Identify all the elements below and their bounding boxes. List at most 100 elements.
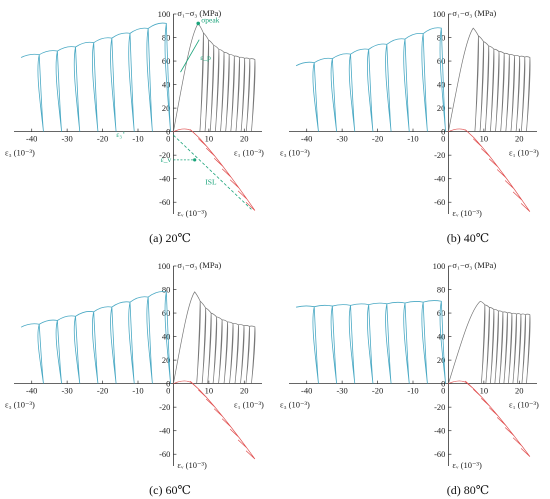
epsilon-v-label: ε_v: [161, 155, 172, 164]
y-tick-label: -40: [434, 426, 445, 436]
y-tick-label: -40: [159, 174, 170, 184]
x-tick-label: -40: [301, 386, 312, 396]
y-tick-label: 100: [433, 261, 446, 271]
y-tick-label: -20: [434, 150, 445, 160]
x-tick-label: -40: [26, 134, 37, 144]
epsilon3-label: ε₃: [116, 130, 122, 139]
y-tick-label: 20: [437, 355, 446, 365]
y-tick-label: 40: [437, 80, 446, 90]
lateral-strain-curve: [295, 27, 446, 132]
origin-label: 0: [166, 386, 170, 396]
epsilon-p-label: ε_p: [200, 53, 211, 62]
axial-strain-curve: [173, 291, 256, 384]
y-tick-label: -20: [159, 150, 170, 160]
x-tick-label: 20: [515, 134, 524, 144]
y-tick-label: -40: [159, 426, 170, 436]
x-tick-label: -10: [407, 386, 418, 396]
y-tick-label: 100: [158, 9, 171, 19]
x-tick-label: 10: [480, 134, 489, 144]
y-tick-label: 80: [437, 285, 446, 295]
caption-40c: (b) 40℃: [446, 231, 490, 245]
origin-label: 0: [166, 134, 170, 144]
isl-label: ISL: [205, 178, 217, 187]
y-tick-label: -20: [159, 402, 170, 412]
chart-svg-80c: -40 -30 -20 -10 10 20100806040200-20-40-600σ₁…: [280, 260, 539, 470]
axial-strain-curve: [448, 300, 531, 384]
x-tick-label: -30: [61, 386, 72, 396]
x-tick-label: -20: [97, 134, 108, 144]
y-tick-label: 0: [441, 127, 445, 137]
y-tick-label: -60: [159, 197, 170, 207]
x-axis-right-title: ε₁ (10⁻³): [234, 148, 264, 158]
lateral-strain-curve: [20, 291, 171, 384]
peak-point: [196, 21, 201, 26]
origin-label: 0: [441, 134, 445, 144]
x-axis-left-title: ε₃ (10⁻³): [5, 148, 35, 158]
caption-80c: (d) 80℃: [446, 483, 490, 497]
caption-60c: (c) 60℃: [149, 483, 191, 497]
y-tick-label: 20: [162, 103, 171, 113]
y-tick-label: 60: [162, 308, 171, 318]
y-axis-top-title: σ₁−σ₃ (MPa): [177, 8, 221, 18]
y-tick-label: 60: [162, 56, 171, 66]
y-tick-label: 20: [162, 355, 171, 365]
x-axis-right-title: ε₁ (10⁻³): [234, 400, 264, 410]
x-tick-label: -20: [372, 134, 383, 144]
y-tick-label: 0: [166, 127, 170, 137]
x-tick-label: 20: [240, 134, 249, 144]
x-tick-label: -20: [372, 386, 383, 396]
lateral-strain-curve: [20, 22, 171, 132]
y-tick-label: 60: [437, 308, 446, 318]
lateral-strain-curve: [295, 300, 446, 384]
y-tick-label: 40: [162, 80, 171, 90]
chart-panel-80c: -40 -30 -20 -10 10 20 100 80 60 40 20 0 -20 -40 -60 0 σ₁…: [275, 252, 550, 474]
chart-svg-40c: -40 -30 -20 -10 10 20 100 80 60 40 20 0 -20 -40 -60 0 σ₁…: [280, 8, 539, 218]
y-axis-top-title: σ₁−σ₃ (MPa): [452, 260, 496, 270]
origin-label: 0: [441, 386, 445, 396]
chart-svg-20c: -40 -30 -20 -10 10 20 100 80 60 40 20 0 -20 -40 -60 0 σ₁…: [5, 8, 264, 218]
volumetric-strain-curve: [448, 380, 531, 457]
volumetric-strain-curve: [173, 380, 256, 460]
y-tick-label: 60: [437, 56, 446, 66]
x-tick-label: -30: [61, 134, 72, 144]
y-tick-label: 0: [166, 379, 170, 389]
x-axis-left-title: ε₃ (10⁻³): [280, 400, 310, 410]
y-axis-bottom-title: εᵥ (10⁻³): [452, 208, 482, 218]
x-axis-left-title: ε₃ (10⁻³): [5, 400, 35, 410]
epsilon-v-point: [193, 158, 197, 162]
y-tick-label: 0: [441, 379, 445, 389]
caption-20c: (a) 20℃: [149, 231, 191, 245]
isl-line: [173, 134, 252, 210]
y-tick-label: 20: [437, 103, 446, 113]
x-axis-left-title: ε₃ (10⁻³): [280, 148, 310, 158]
x-tick-label: -30: [336, 134, 347, 144]
x-axis-right-title: ε₁ (10⁻³): [509, 148, 539, 158]
y-axis-bottom-title: εᵥ (10⁻³): [452, 460, 482, 470]
chart-panel-20c: -40 -30 -20 -10 10 20 100 80 60 40 20 0 -20 -40 -60 0 σ₁…: [0, 0, 275, 222]
y-axis-top-title: σ₁−σ₃ (MPa): [177, 260, 221, 270]
y-axis-bottom-title: εᵥ (10⁻³): [177, 208, 207, 218]
y-tick-label: 100: [158, 261, 171, 271]
chart-svg-60c: -40 -30 -20 -10 10 20100806040200-20-40-600σ₁…: [5, 260, 264, 470]
y-tick-label: -60: [434, 449, 445, 459]
chart-panel-60c: -40 -30 -20 -10 10 20 100 80 60 40 20 0 -20 -40 -60 0 σ₁…: [0, 252, 275, 474]
y-axis-bottom-title: εᵥ (10⁻³): [177, 460, 207, 470]
x-tick-label: 10: [205, 386, 214, 396]
x-tick-label: -30: [336, 386, 347, 396]
y-tick-label: 80: [162, 285, 171, 295]
y-tick-label: 80: [162, 33, 171, 43]
tangent-line: [180, 39, 200, 73]
x-axis-right-title: ε₁ (10⁻³): [509, 400, 539, 410]
x-tick-label: -40: [26, 386, 37, 396]
x-tick-label: -10: [132, 386, 143, 396]
y-tick-label: 80: [437, 33, 446, 43]
y-axis-top-title: σ₁−σ₃ (MPa): [452, 8, 496, 18]
axial-strain-curve: [173, 22, 256, 132]
volumetric-strain-curve: [173, 128, 256, 211]
volumetric-strain-curve: [448, 128, 531, 212]
x-tick-label: -40: [301, 134, 312, 144]
y-tick-label: 100: [433, 9, 446, 19]
x-tick-label: -10: [407, 134, 418, 144]
axial-strain-curve: [448, 27, 531, 132]
chart-panel-40c: -40 -30 -20 -10 10 20 100 80 60 40 20 0 -20 -40 -60 0 σ₁…: [275, 0, 550, 222]
